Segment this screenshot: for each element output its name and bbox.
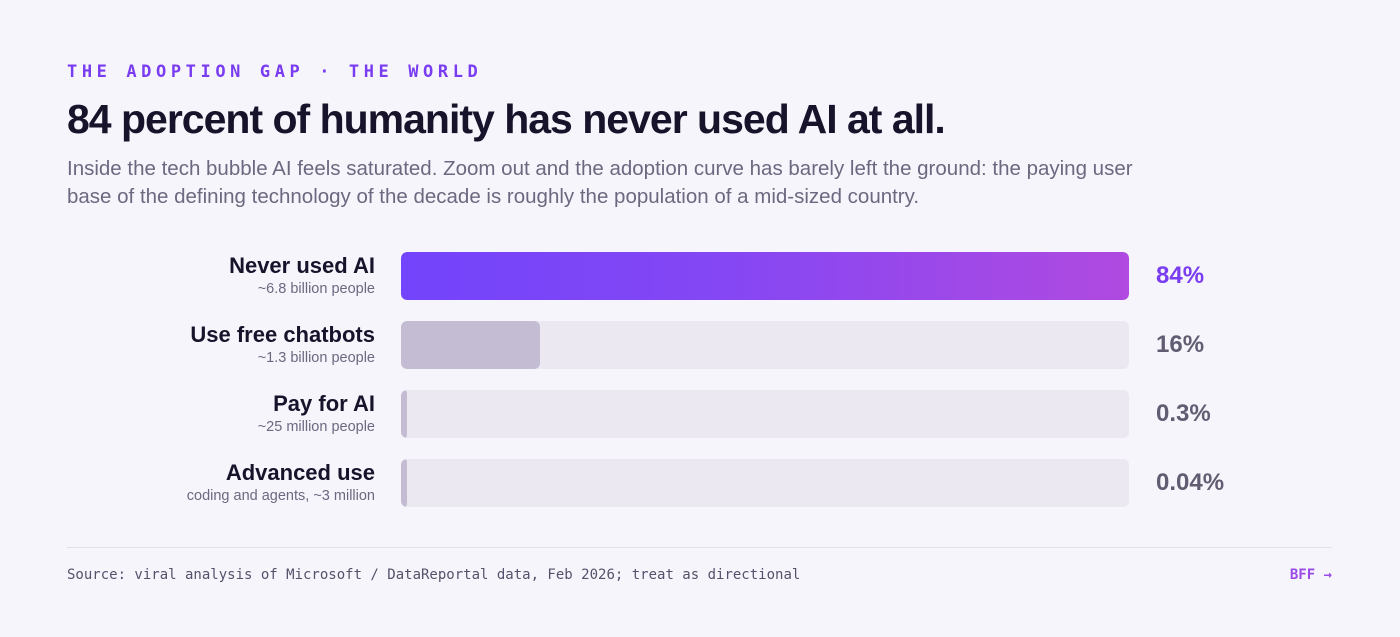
category-label: Advanced use — [225, 460, 375, 485]
category-label: Never used AI — [229, 253, 375, 278]
bar-label: Never used AI ~6.8 billion people — [229, 253, 375, 299]
bar-track — [401, 321, 1129, 369]
data-label: 16% — [1156, 331, 1205, 358]
category-label: Use free chatbots — [190, 322, 375, 347]
page-subtitle: Inside the tech bubble AI feels saturate… — [67, 157, 1133, 208]
data-label: 0.04% — [1156, 469, 1225, 496]
data-label: 0.3% — [1156, 400, 1211, 427]
category-detail: coding and agents, ~3 million — [186, 488, 375, 504]
eyebrow: THE ADOPTION GAP · THE WORLD — [67, 62, 483, 82]
bar-label: Use free chatbots ~1.3 billion people — [190, 322, 375, 368]
category-detail: ~25 million people — [257, 419, 375, 435]
bar — [401, 459, 407, 507]
brand-link[interactable]: BFF → — [1289, 567, 1332, 583]
page-title: 84 percent of humanity has never used AI… — [67, 96, 946, 142]
category-detail: ~1.3 billion people — [257, 350, 375, 366]
data-label: 84% — [1156, 262, 1205, 289]
bar — [401, 390, 407, 438]
category-detail: ~6.8 billion people — [257, 281, 375, 297]
bar — [401, 321, 540, 369]
category-label: Pay for AI — [273, 391, 375, 416]
bar — [401, 252, 1129, 300]
source-note: Source: viral analysis of Microsoft / Da… — [67, 567, 801, 583]
bar-track — [401, 459, 1129, 507]
bar-label: Pay for AI ~25 million people — [258, 391, 375, 437]
bar-label: Advanced use coding and agents, ~3 millio… — [187, 460, 375, 506]
bar-track — [401, 252, 1129, 300]
divider — [67, 547, 1332, 548]
bar-track — [401, 390, 1129, 438]
